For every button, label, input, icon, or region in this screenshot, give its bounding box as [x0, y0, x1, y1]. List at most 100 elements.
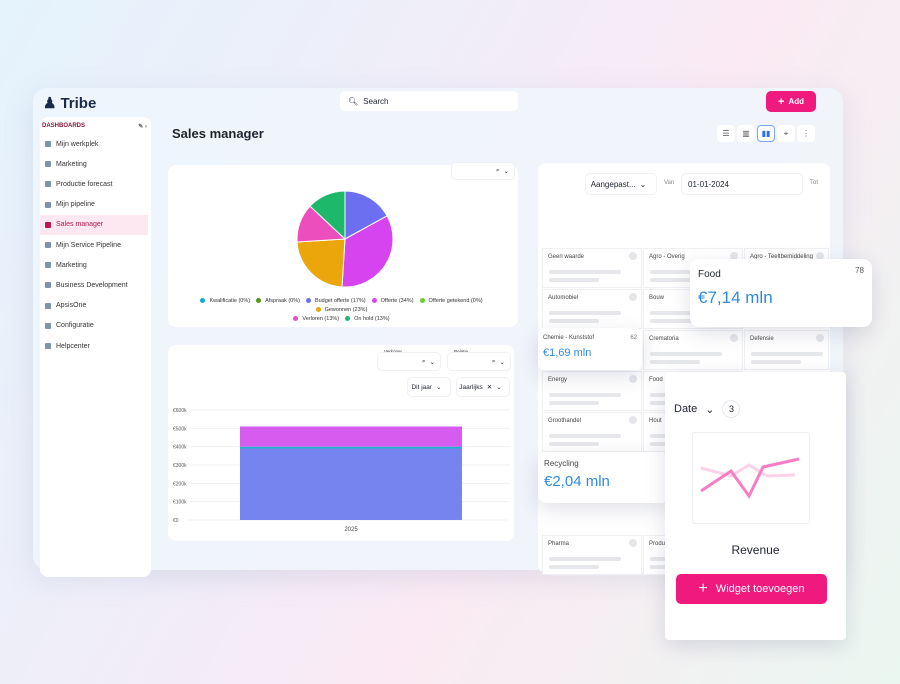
bar-chart-icon[interactable]: ▮▮ [757, 125, 775, 142]
bar-chart: €0 €100k €200k €300k €400k €500k €600k 2025 [173, 408, 510, 533]
search-input[interactable]: 🔍︎ Search [340, 91, 518, 111]
sidebar-item[interactable]: Mijn pipeline [40, 195, 148, 215]
legend-item[interactable]: Offerte getekend (0%) [419, 298, 485, 304]
dashboard-icon [45, 282, 51, 289]
more-icon[interactable]: ⋮ [797, 125, 815, 142]
columns-icon[interactable]: ▥ [737, 125, 755, 142]
sidebar: DASHBOARDS ✎ ‹ Mijn werkplek Marketing Prod… [40, 117, 151, 577]
sidebar-item-label: Sales manager [56, 221, 104, 229]
legend-label: Gewonnen (23%) [324, 307, 368, 313]
legend-item[interactable]: Kwalificatie (0%) [200, 298, 252, 304]
widget-title: Revenue [731, 543, 780, 557]
sidebar-item[interactable]: Marketing [40, 154, 148, 174]
segment-tile[interactable]: Energy [542, 371, 642, 411]
pie-chart [296, 190, 394, 288]
add-button[interactable]: + Add [766, 91, 816, 112]
home-icon [45, 141, 51, 147]
segment-tile[interactable]: Geen waarde [542, 248, 642, 288]
placeholder-line [650, 270, 722, 274]
legend-item[interactable]: On hold (13%) [345, 316, 391, 322]
legend-item[interactable]: Verloren (13%) [293, 316, 341, 322]
bar-segment[interactable] [240, 448, 462, 521]
add-widget-panel: Date ⌄ 3 Revenue + Widget toevoegen [665, 372, 846, 640]
status-dot-icon [730, 334, 738, 342]
legend-swatch [293, 316, 299, 321]
pie-slice[interactable] [296, 238, 346, 288]
pie-filter-select[interactable]: ⌕ ⌄ [452, 163, 514, 179]
placeholder-line [549, 319, 599, 323]
segment-tile[interactable]: Automobiel [542, 289, 642, 329]
placeholder-line [751, 360, 801, 364]
legend-item[interactable]: Offerte (34%) [371, 298, 416, 304]
logo[interactable]: ♟ Tribe [43, 94, 97, 113]
sidebar-item-label: Marketing [56, 261, 87, 269]
verkoper-label: Verkoper [384, 349, 403, 354]
clear-icon[interactable]: ✕ [486, 384, 493, 391]
add-widget-button[interactable]: + Widget toevoegen [676, 574, 827, 604]
segment-tile[interactable]: Defensie [744, 330, 829, 370]
sidebar-item[interactable]: Marketing [40, 255, 148, 275]
sidebar-item-label: Marketing [56, 160, 87, 168]
sidebar-item-label: Mijn Service Pipeline [56, 241, 121, 249]
search-icon: 🔍︎ [348, 96, 359, 106]
dashboard-icon [45, 262, 51, 269]
legend-label: Offerte (34%) [380, 298, 414, 304]
search-icon: ⌕ [495, 167, 500, 174]
period-select[interactable]: Dit jaar ⌄ [408, 378, 450, 396]
sidebar-item[interactable]: Mijn werkplek [40, 134, 148, 154]
legend-item[interactable]: Budget offerte (17%) [305, 298, 368, 304]
legend-item[interactable]: Afspraak (0%) [256, 298, 302, 304]
bar-segment[interactable] [240, 426, 462, 447]
recycling-label: Recycling [544, 459, 579, 468]
tile-label: Geen waarde [548, 254, 585, 260]
placeholder-line [549, 401, 599, 405]
plus-icon: + [698, 580, 708, 597]
sidebar-item[interactable]: Productie forecast [40, 174, 148, 194]
table-icon[interactable]: ☰ [717, 125, 735, 142]
from-date-input[interactable]: 01-01-2024 [682, 174, 802, 194]
verkoper-select[interactable]: ⌕ ⌄ [378, 353, 440, 370]
to-label: Tot [810, 180, 819, 186]
sidebar-item-label: Helpcenter [56, 342, 90, 350]
sidebar-item[interactable]: Sales manager [40, 214, 148, 235]
pie-slice[interactable] [344, 190, 388, 240]
tile-label: Groothandel [548, 418, 582, 424]
interval-select[interactable]: Jaarlijks ✕ ⌄ [457, 378, 509, 396]
placeholder-line [650, 311, 722, 315]
pie-slice[interactable] [309, 190, 346, 241]
sidebar-item[interactable]: Mijn Service Pipeline [40, 235, 148, 255]
sidebar-item[interactable]: Business Development [40, 275, 148, 295]
tile-label: Produ [649, 541, 666, 547]
placeholder-line [650, 352, 722, 356]
placeholder-line [549, 311, 621, 315]
tile-label: Agro - Overig [649, 254, 685, 260]
preset-select[interactable]: Aangepast... ⌄ [586, 174, 656, 194]
segment-tile[interactable]: Pharma [542, 535, 642, 575]
dashboard-icon [45, 181, 51, 188]
sidebar-item[interactable]: Helpcenter [40, 336, 148, 356]
sidebar-item[interactable]: ApsisOne [40, 296, 148, 316]
relatie-select[interactable]: ⌕ ⌄ [448, 353, 510, 370]
collapse-icon[interactable]: ‹ [145, 124, 147, 130]
status-dot-icon [629, 252, 637, 260]
edit-icon[interactable]: ✎ [138, 124, 144, 130]
map-pin-icon[interactable]: ⌖ [777, 125, 795, 142]
legend-item[interactable]: Gewonnen (23%) [315, 307, 370, 313]
bar-segment[interactable] [240, 446, 462, 449]
food-card[interactable]: Food 78 €7,14 mln [690, 259, 872, 327]
y-tick-label: €300k [173, 463, 187, 469]
recycling-card[interactable]: Recycling €2,04 mln [538, 452, 670, 503]
segment-tile[interactable]: Crematoria [643, 330, 743, 370]
date-select[interactable]: Date ⌄ 3 [674, 400, 741, 418]
pie-legend: Kwalificatie (0%) Afspraak (0%) Budget off… [175, 297, 510, 324]
placeholder-line [650, 319, 700, 323]
y-tick-label: €400k [173, 445, 187, 451]
sidebar-item[interactable]: Configuratie [40, 316, 148, 336]
tile-label: Pharma [548, 541, 570, 547]
interval-value: Jaarlijks [459, 383, 483, 391]
pie-slice[interactable] [341, 215, 394, 288]
segment-tile[interactable]: Groothandel [542, 412, 642, 452]
legend-swatch [315, 307, 321, 312]
y-tick-label: €0 [173, 518, 179, 524]
chemie-card[interactable]: Chemie - Kunststof 62 €1,69 mln [538, 328, 642, 370]
